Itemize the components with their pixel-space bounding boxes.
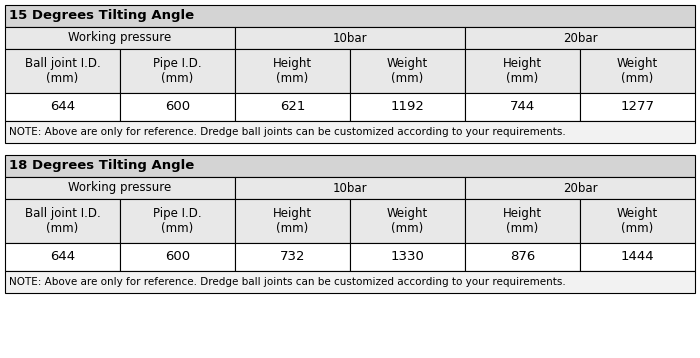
Text: 15 Degrees Tilting Angle: 15 Degrees Tilting Angle	[9, 10, 194, 23]
Text: 1330: 1330	[391, 251, 424, 263]
Text: 644: 644	[50, 101, 75, 113]
Bar	[235, 199, 350, 243]
Text: 600: 600	[165, 251, 190, 263]
Bar	[580, 199, 695, 243]
Bar	[235, 49, 350, 93]
Text: 20bar: 20bar	[563, 182, 597, 194]
Bar	[5, 49, 120, 93]
Text: 876: 876	[510, 251, 536, 263]
Bar	[5, 93, 120, 121]
Text: 1444: 1444	[621, 251, 654, 263]
Bar	[235, 93, 350, 121]
Bar	[120, 49, 235, 93]
Bar	[580, 243, 695, 271]
Text: Pipe I.D.
(mm): Pipe I.D. (mm)	[153, 57, 202, 85]
Text: 744: 744	[510, 101, 536, 113]
Bar	[5, 271, 695, 293]
Text: 20bar: 20bar	[563, 32, 597, 44]
Bar	[120, 93, 235, 121]
Bar	[120, 243, 235, 271]
Text: 1277: 1277	[621, 101, 654, 113]
Text: Ball joint I.D.
(mm): Ball joint I.D. (mm)	[25, 57, 100, 85]
Bar	[5, 199, 120, 243]
Text: 621: 621	[280, 101, 305, 113]
Bar	[350, 243, 465, 271]
Text: 18 Degrees Tilting Angle: 18 Degrees Tilting Angle	[9, 160, 195, 173]
Text: Weight
(mm): Weight (mm)	[617, 57, 658, 85]
Text: Weight
(mm): Weight (mm)	[617, 207, 658, 235]
Bar	[350, 199, 465, 243]
Bar	[580, 49, 695, 93]
Bar	[235, 177, 465, 199]
Text: Height
(mm): Height (mm)	[503, 207, 542, 235]
Bar	[5, 5, 695, 27]
Bar	[465, 243, 580, 271]
Bar	[465, 199, 580, 243]
Bar	[120, 199, 235, 243]
Text: 10bar: 10bar	[332, 32, 368, 44]
Text: 1192: 1192	[391, 101, 424, 113]
Text: 732: 732	[280, 251, 305, 263]
Text: Ball joint I.D.
(mm): Ball joint I.D. (mm)	[25, 207, 100, 235]
Bar	[5, 177, 235, 199]
Text: Height
(mm): Height (mm)	[273, 207, 312, 235]
Bar	[580, 93, 695, 121]
Text: 10bar: 10bar	[332, 182, 368, 194]
Text: Weight
(mm): Weight (mm)	[387, 207, 428, 235]
Bar	[465, 177, 695, 199]
Text: 600: 600	[165, 101, 190, 113]
Text: Working pressure: Working pressure	[69, 182, 172, 194]
Bar	[235, 243, 350, 271]
Text: Pipe I.D.
(mm): Pipe I.D. (mm)	[153, 207, 202, 235]
Bar	[5, 243, 120, 271]
Text: NOTE: Above are only for reference. Dredge ball joints can be customized accordi: NOTE: Above are only for reference. Dred…	[9, 127, 566, 137]
Text: Height
(mm): Height (mm)	[503, 57, 542, 85]
Bar	[465, 27, 695, 49]
Text: NOTE: Above are only for reference. Dredge ball joints can be customized accordi: NOTE: Above are only for reference. Dred…	[9, 277, 566, 287]
Text: Height
(mm): Height (mm)	[273, 57, 312, 85]
Text: Weight
(mm): Weight (mm)	[387, 57, 428, 85]
Bar	[465, 93, 580, 121]
Text: 644: 644	[50, 251, 75, 263]
Bar	[350, 93, 465, 121]
Bar	[5, 27, 235, 49]
Bar	[5, 121, 695, 143]
Bar	[465, 49, 580, 93]
Bar	[350, 49, 465, 93]
Bar	[5, 155, 695, 177]
Text: Working pressure: Working pressure	[69, 32, 172, 44]
Bar	[235, 27, 465, 49]
